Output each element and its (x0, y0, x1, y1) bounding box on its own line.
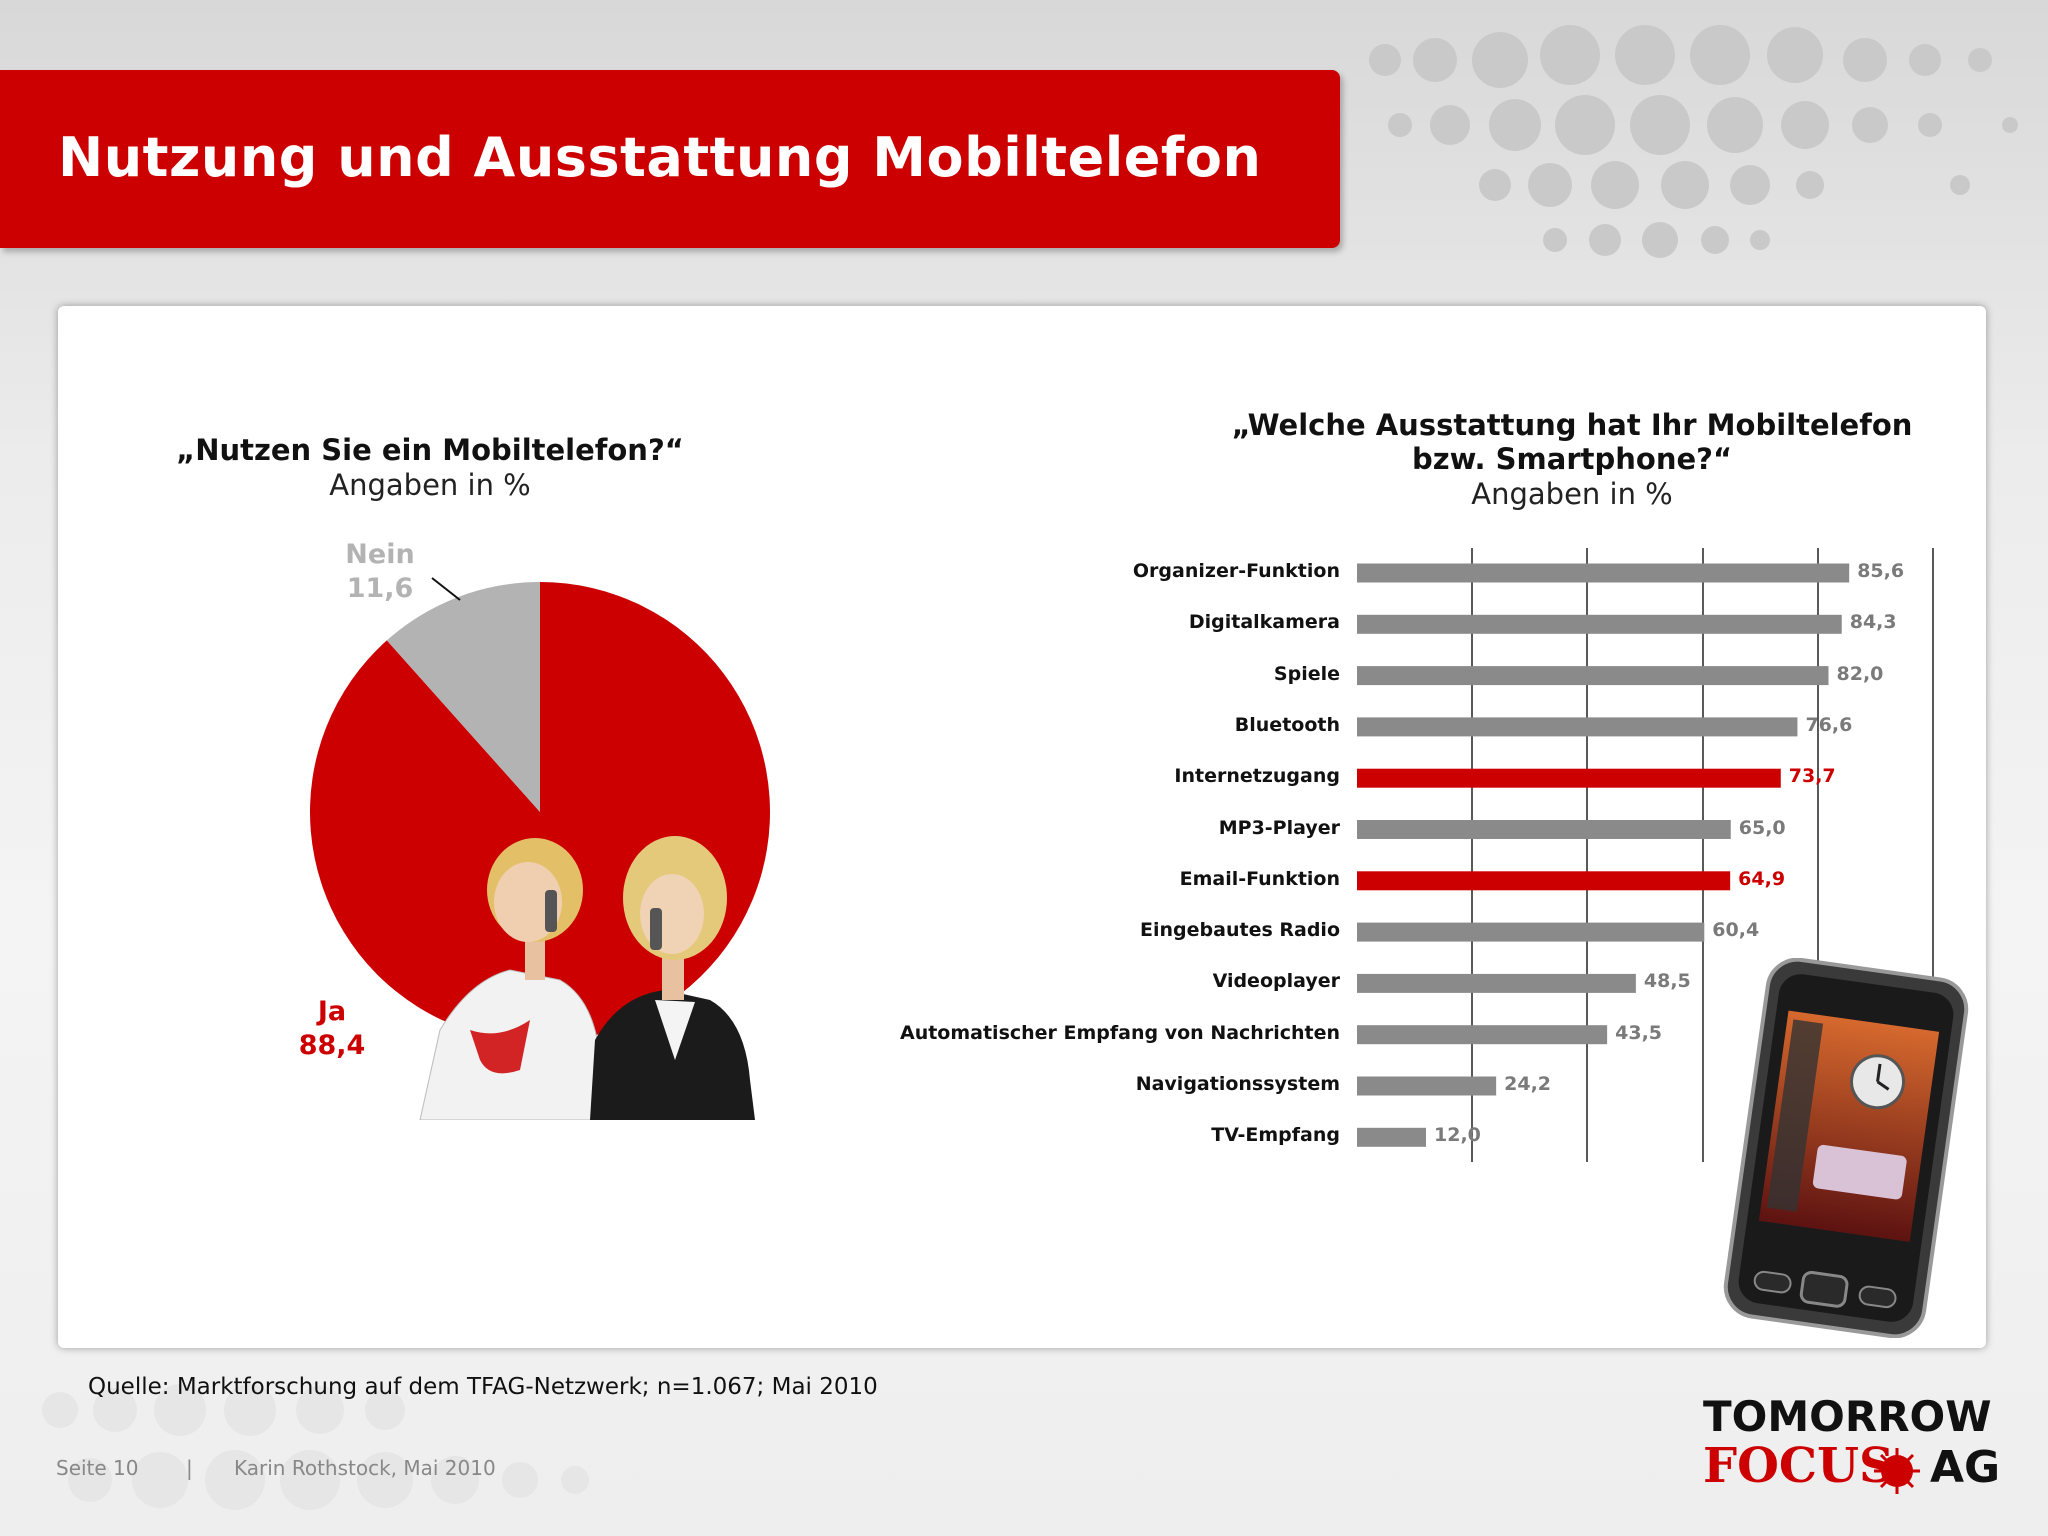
bar-value-label: 76,6 (1805, 713, 1853, 736)
pie-subtitle: Angaben in % (329, 468, 531, 502)
footer-separator: | (186, 1456, 193, 1480)
title-bar (0, 70, 1340, 248)
footer-author: Karin Rothstock, Mai 2010 (234, 1456, 496, 1480)
bar-category-label: Eingebautes Radio (1140, 919, 1340, 942)
bar-value-label: 64,9 (1738, 867, 1786, 890)
logo-focus: FOCUS (1703, 1438, 1894, 1494)
bar-value-label: 84,3 (1849, 611, 1897, 634)
women-on-phone-illustration (419, 836, 755, 1120)
bar-value-label: 12,0 (1434, 1124, 1481, 1147)
bar-value-label: 73,7 (1788, 765, 1836, 788)
source-note: Quelle: Marktforschung auf dem TFAG-Netz… (88, 1374, 878, 1400)
pie-question: „Nutzen Sie ein Mobiltelefon?“ (176, 433, 684, 467)
bar-question-line1: „Welche Ausstattung hat Ihr Mobiltelefon (1231, 408, 1913, 442)
bar-question-line2: bzw. Smartphone?“ (1411, 442, 1733, 476)
bar-subtitle: Angaben in % (1471, 477, 1673, 511)
bar-category-label: MP3-Player (1218, 816, 1340, 839)
bar-value-label: 85,6 (1857, 560, 1905, 582)
bar-category-label: Internetzugang (1174, 765, 1340, 788)
bar-value-label: 43,5 (1615, 1021, 1663, 1044)
pie-label-ja: Ja 88,4 (282, 995, 382, 1063)
bar-category-label: Email-Funktion (1179, 867, 1340, 890)
bar-value-label: 82,0 (1836, 662, 1884, 685)
bar-category-label: Spiele (1273, 662, 1340, 685)
bar-value-label: 65,0 (1738, 816, 1786, 839)
bar-category-label: Navigationssystem (1135, 1073, 1340, 1095)
logo-sun-icon (1874, 1448, 1920, 1494)
pie-label-nein: Nein 11,6 (330, 538, 430, 606)
pie-label-ja-name: Ja (317, 996, 347, 1027)
page-number: Seite 10 (56, 1456, 139, 1480)
bar-value-label: 24,2 (1504, 1073, 1552, 1095)
decorative-dots-bottom (42, 1384, 589, 1510)
slide-title: Nutzung und Ausstattung Mobiltelefon (58, 126, 1262, 189)
logo-ag: AG (1930, 1442, 2001, 1493)
logo-tomorrow: TOMORROW (1703, 1392, 1992, 1441)
bar-value-label: 48,5 (1643, 970, 1691, 993)
bar-category-label: TV-Empfang (1211, 1124, 1340, 1147)
pie-label-ja-value: 88,4 (298, 1030, 366, 1061)
bar-category-label: Organizer-Funktion (1132, 560, 1340, 582)
pie-label-nein-name: Nein (345, 539, 415, 570)
bar-category-label: Videoplayer (1212, 970, 1340, 993)
bar-category-label: Automatischer Empfang von Nachrichten (899, 1021, 1340, 1044)
smartphone-illustration (1723, 958, 1969, 1338)
bar-value-label: 60,4 (1712, 919, 1760, 942)
decorative-dots-top (1369, 25, 2018, 258)
bar-category-label: Digitalkamera (1188, 611, 1340, 634)
pie-label-nein-value: 11,6 (346, 573, 414, 604)
bar-category-label: Bluetooth (1234, 713, 1340, 736)
